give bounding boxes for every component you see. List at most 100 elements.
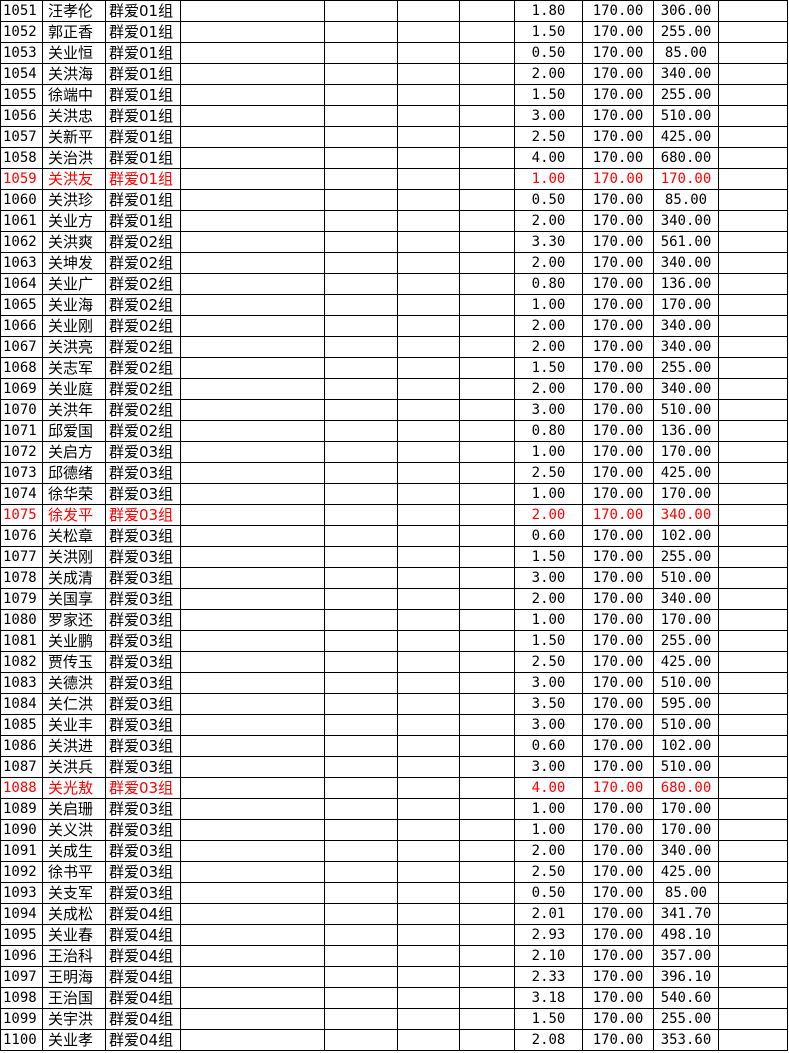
amount-cell[interactable]: 340.00 (653, 840, 719, 862)
empty-cell[interactable] (718, 882, 788, 904)
amount-cell[interactable]: 85.00 (653, 189, 719, 211)
quantity-cell[interactable]: 2.08 (514, 1029, 583, 1051)
empty-cell[interactable] (397, 420, 460, 442)
quantity-cell[interactable]: 4.00 (514, 777, 583, 799)
empty-cell[interactable] (397, 525, 460, 547)
empty-cell[interactable] (718, 252, 788, 274)
empty-cell[interactable] (324, 378, 398, 400)
amount-cell[interactable]: 396.10 (653, 966, 719, 988)
id-cell[interactable]: 1070 (0, 399, 43, 421)
id-cell[interactable]: 1063 (0, 252, 43, 274)
empty-cell[interactable] (180, 882, 325, 904)
empty-cell[interactable] (324, 462, 398, 484)
id-cell[interactable]: 1090 (0, 819, 43, 841)
group-cell[interactable]: 群爱03组 (105, 567, 181, 589)
empty-cell[interactable] (180, 756, 325, 778)
amount-cell[interactable]: 340.00 (653, 210, 719, 232)
name-cell[interactable]: 徐端中 (42, 84, 106, 106)
empty-cell[interactable] (397, 882, 460, 904)
name-cell[interactable]: 关成生 (42, 840, 106, 862)
empty-cell[interactable] (397, 462, 460, 484)
empty-cell[interactable] (324, 735, 398, 757)
quantity-cell[interactable]: 2.10 (514, 945, 583, 967)
empty-cell[interactable] (459, 903, 515, 925)
empty-cell[interactable] (397, 1008, 460, 1030)
amount-cell[interactable]: 340.00 (653, 336, 719, 358)
price-cell[interactable]: 170.00 (582, 651, 654, 673)
quantity-cell[interactable]: 2.93 (514, 924, 583, 946)
id-cell[interactable]: 1072 (0, 441, 43, 463)
name-cell[interactable]: 徐书平 (42, 861, 106, 883)
amount-cell[interactable]: 85.00 (653, 42, 719, 64)
empty-cell[interactable] (459, 882, 515, 904)
name-cell[interactable]: 关坤发 (42, 252, 106, 274)
empty-cell[interactable] (397, 819, 460, 841)
empty-cell[interactable] (459, 462, 515, 484)
name-cell[interactable]: 关支军 (42, 882, 106, 904)
id-cell[interactable]: 1051 (0, 0, 43, 22)
price-cell[interactable]: 170.00 (582, 378, 654, 400)
empty-cell[interactable] (459, 504, 515, 526)
amount-cell[interactable]: 425.00 (653, 462, 719, 484)
group-cell[interactable]: 群爱03组 (105, 462, 181, 484)
empty-cell[interactable] (459, 357, 515, 379)
id-cell[interactable]: 1081 (0, 630, 43, 652)
amount-cell[interactable]: 340.00 (653, 315, 719, 337)
price-cell[interactable]: 170.00 (582, 147, 654, 169)
group-cell[interactable]: 群爱01组 (105, 42, 181, 64)
id-cell[interactable]: 1079 (0, 588, 43, 610)
name-cell[interactable]: 关松章 (42, 525, 106, 547)
price-cell[interactable]: 170.00 (582, 294, 654, 316)
price-cell[interactable]: 170.00 (582, 798, 654, 820)
empty-cell[interactable] (180, 735, 325, 757)
id-cell[interactable]: 1056 (0, 105, 43, 127)
id-cell[interactable]: 1061 (0, 210, 43, 232)
price-cell[interactable]: 170.00 (582, 336, 654, 358)
amount-cell[interactable]: 680.00 (653, 147, 719, 169)
empty-cell[interactable] (180, 714, 325, 736)
amount-cell[interactable]: 85.00 (653, 882, 719, 904)
empty-cell[interactable] (718, 378, 788, 400)
name-cell[interactable]: 汪孝伦 (42, 0, 106, 22)
price-cell[interactable]: 170.00 (582, 714, 654, 736)
empty-cell[interactable] (324, 630, 398, 652)
group-cell[interactable]: 群爱03组 (105, 735, 181, 757)
group-cell[interactable]: 群爱01组 (105, 147, 181, 169)
empty-cell[interactable] (397, 756, 460, 778)
name-cell[interactable]: 关志军 (42, 357, 106, 379)
price-cell[interactable]: 170.00 (582, 42, 654, 64)
quantity-cell[interactable]: 0.60 (514, 735, 583, 757)
amount-cell[interactable]: 170.00 (653, 819, 719, 841)
empty-cell[interactable] (180, 441, 325, 463)
empty-cell[interactable] (180, 84, 325, 106)
name-cell[interactable]: 关洪刚 (42, 546, 106, 568)
empty-cell[interactable] (180, 504, 325, 526)
empty-cell[interactable] (459, 609, 515, 631)
empty-cell[interactable] (180, 63, 325, 85)
empty-cell[interactable] (718, 21, 788, 43)
empty-cell[interactable] (180, 987, 325, 1009)
empty-cell[interactable] (397, 504, 460, 526)
empty-cell[interactable] (324, 315, 398, 337)
group-cell[interactable]: 群爱01组 (105, 84, 181, 106)
empty-cell[interactable] (397, 399, 460, 421)
price-cell[interactable]: 170.00 (582, 819, 654, 841)
empty-cell[interactable] (397, 105, 460, 127)
empty-cell[interactable] (180, 525, 325, 547)
empty-cell[interactable] (397, 126, 460, 148)
price-cell[interactable]: 170.00 (582, 0, 654, 22)
empty-cell[interactable] (459, 798, 515, 820)
empty-cell[interactable] (718, 105, 788, 127)
id-cell[interactable]: 1084 (0, 693, 43, 715)
name-cell[interactable]: 邱德绪 (42, 462, 106, 484)
price-cell[interactable]: 170.00 (582, 189, 654, 211)
empty-cell[interactable] (180, 420, 325, 442)
empty-cell[interactable] (324, 777, 398, 799)
name-cell[interactable]: 关成松 (42, 903, 106, 925)
empty-cell[interactable] (459, 420, 515, 442)
quantity-cell[interactable]: 0.50 (514, 189, 583, 211)
empty-cell[interactable] (718, 987, 788, 1009)
quantity-cell[interactable]: 1.00 (514, 819, 583, 841)
empty-cell[interactable] (718, 210, 788, 232)
empty-cell[interactable] (180, 798, 325, 820)
